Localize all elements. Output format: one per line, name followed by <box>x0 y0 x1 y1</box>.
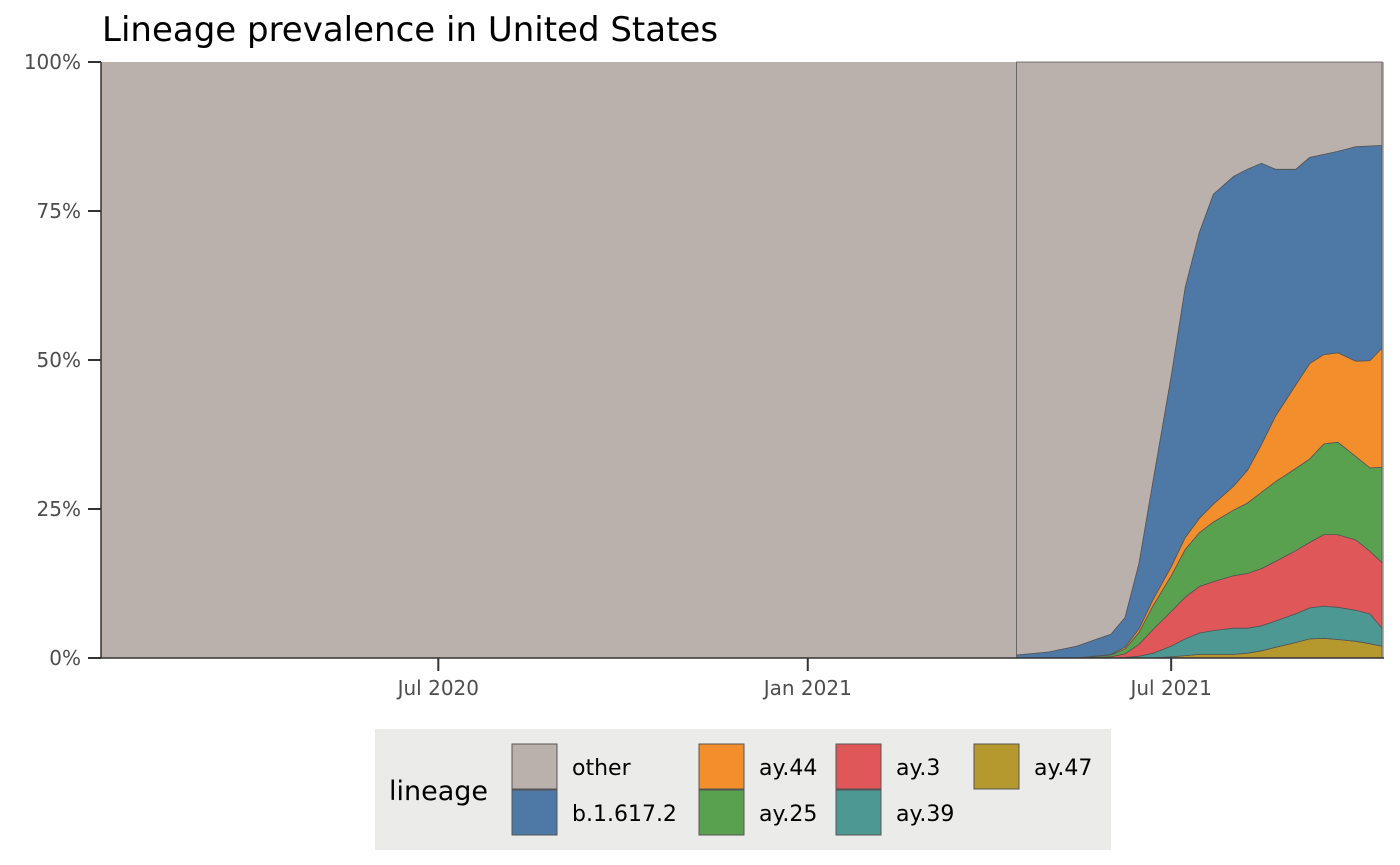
legend-key-b-1-617-2 <box>511 789 558 836</box>
legend-key-ay-3 <box>835 743 882 790</box>
axes: 0% 25% 50% 75% 100% Jul 2020 Jan 2021 Jul 2021 <box>24 50 1384 700</box>
legend-title: lineage <box>389 776 488 807</box>
y-tick-label: 100% <box>24 50 81 74</box>
legend-label-b-1-617-2: b.1.617.2 <box>572 802 677 827</box>
legend-label-ay-39: ay.39 <box>896 802 954 827</box>
x-tick-label: Jul 2021 <box>1128 676 1211 700</box>
y-tick-label: 25% <box>37 497 81 521</box>
legend-label-ay-25: ay.25 <box>759 802 817 827</box>
x-tick-label: Jul 2020 <box>396 676 479 700</box>
legend-label-ay-44: ay.44 <box>759 756 817 781</box>
legend-key-ay-39 <box>835 789 882 836</box>
chart-title: Lineage prevalence in United States <box>102 10 718 50</box>
y-tick-label: 0% <box>49 646 81 670</box>
legend-key-ay-25 <box>698 789 745 836</box>
legend-key-ay-44 <box>698 743 745 790</box>
legend: lineage other b.1.617.2 ay.44 ay.25 ay.3 ay.3… <box>375 729 1111 850</box>
legend-label-ay-47: ay.47 <box>1034 756 1092 781</box>
legend-key-other <box>511 743 558 790</box>
legend-label-ay-3: ay.3 <box>896 756 940 781</box>
y-tick-label: 75% <box>37 199 81 223</box>
area-other <box>1016 61 1383 656</box>
y-tick-label: 50% <box>37 348 81 372</box>
legend-key-ay-47 <box>973 743 1020 790</box>
plot-area <box>101 61 1384 659</box>
legend-label-other: other <box>572 756 632 781</box>
x-tick-label: Jan 2021 <box>762 676 852 700</box>
